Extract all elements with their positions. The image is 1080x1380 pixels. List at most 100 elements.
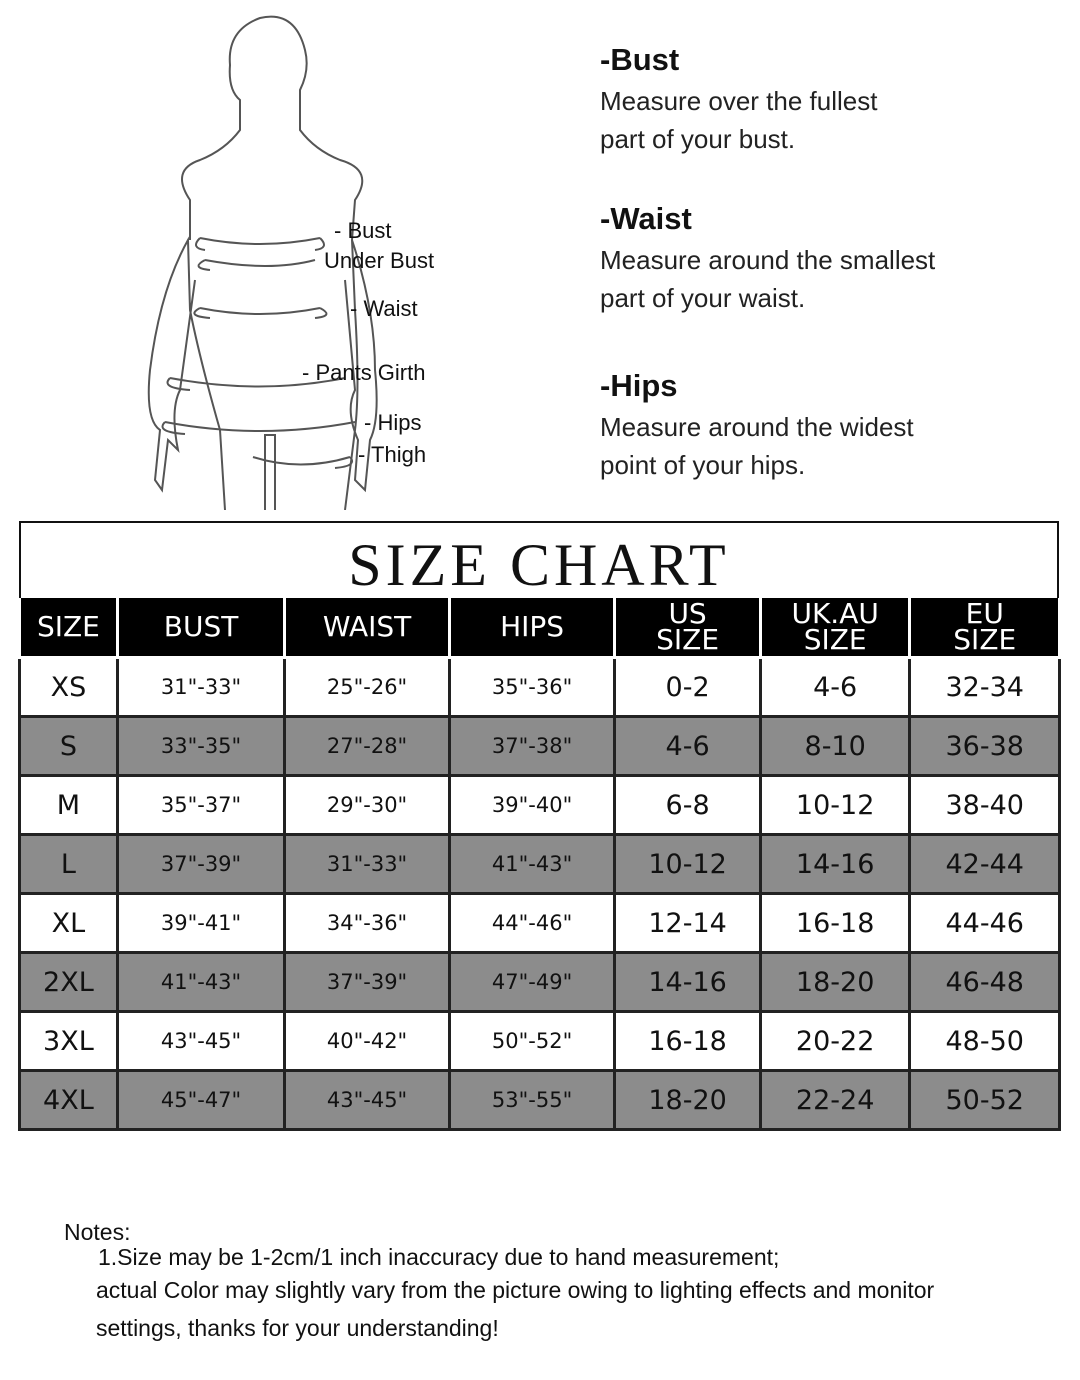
table-cell: 50"-52" xyxy=(447,1010,617,1072)
notes-heading: Notes: xyxy=(64,1219,131,1245)
table-cell: 32-34 xyxy=(908,656,1061,718)
table-row: 2XL 41"-43" 37"-39" 47"-49" 14-16 18-20 46-48 xyxy=(18,951,1061,1013)
table-cell: L xyxy=(18,833,119,895)
table-cell: 33"-35" xyxy=(115,715,287,777)
table-cell: 41"-43" xyxy=(115,951,287,1013)
column-header: US SIZE xyxy=(613,598,762,659)
table-cell: 31"-33" xyxy=(115,656,287,718)
table-cell: XS xyxy=(18,656,119,718)
table-cell: 43"-45" xyxy=(115,1010,287,1072)
table-cell: 43"-45" xyxy=(283,1069,451,1131)
table-cell: 37"-38" xyxy=(447,715,617,777)
figure-label-pants-girth: - Pants Girth xyxy=(302,360,426,385)
table-cell: 35"-36" xyxy=(447,656,617,718)
table-cell: 20-22 xyxy=(758,1010,912,1072)
waist-line-1: Measure around the smallest xyxy=(600,245,936,275)
hips-line-1: Measure around the widest xyxy=(600,412,914,442)
note-line-2: actual Color may slightly vary from the … xyxy=(96,1277,935,1303)
table-cell: 0-2 xyxy=(613,656,762,718)
table-cell: 16-18 xyxy=(758,892,912,954)
table-cell: 39"-40" xyxy=(447,774,617,836)
hips-line-2: point of your hips. xyxy=(600,450,806,480)
size-chart-title: SIZE CHART xyxy=(348,532,730,598)
bust-instructions: -Bust Measure over the fullest part of yo… xyxy=(600,42,877,158)
table-row: S 33"-35" 27"-28" 37"-38" 4-6 8-10 36-38 xyxy=(18,715,1061,777)
table-cell: 31"-33" xyxy=(283,833,451,895)
note-line-1: 1.Size may be 1-2cm/1 inch inaccuracy du… xyxy=(98,1244,780,1270)
bust-line-1: Measure over the fullest xyxy=(600,86,878,116)
table-cell: 22-24 xyxy=(758,1069,912,1131)
table-cell: 40"-42" xyxy=(283,1010,451,1072)
hips-instructions: -Hips Measure around the widest point of … xyxy=(600,368,914,484)
column-header: UK.AU SIZE xyxy=(758,598,912,659)
waist-heading: -Waist xyxy=(600,201,692,236)
table-cell: 29"-30" xyxy=(283,774,451,836)
bust-heading: -Bust xyxy=(600,42,680,77)
table-cell: 44"-46" xyxy=(447,892,617,954)
table-cell: 18-20 xyxy=(613,1069,762,1131)
waist-instructions: -Waist Measure around the smallest part o… xyxy=(600,201,935,317)
column-header: HIPS xyxy=(447,598,617,659)
table-cell: 10-12 xyxy=(613,833,762,895)
table-row: XS 31"-33" 25"-26" 35"-36" 0-2 4-6 32-34 xyxy=(18,656,1061,718)
waist-line-2: part of your waist. xyxy=(600,283,806,313)
table-cell: 36-38 xyxy=(908,715,1061,777)
table-cell: 35"-37" xyxy=(115,774,287,836)
table-cell: 6-8 xyxy=(613,774,762,836)
table-row: 4XL 45"-47" 43"-45" 53"-55" 18-20 22-24 50-52 xyxy=(18,1069,1061,1131)
table-cell: 10-12 xyxy=(758,774,912,836)
table-cell: 37"-39" xyxy=(283,951,451,1013)
table-cell: S xyxy=(18,715,119,777)
table-cell: 46-48 xyxy=(908,951,1061,1013)
table-row: L 37"-39" 31"-33" 41"-43" 10-12 14-16 42-44 xyxy=(18,833,1061,895)
column-header: SIZE xyxy=(18,598,119,659)
size-table: SIZE BUST WAIST HIPS US SIZE UK.AU SIZE EU SIZE X… xyxy=(18,598,1061,1131)
table-row: XL 39"-41" 34"-36" 44"-46" 12-14 16-18 44-46 xyxy=(18,892,1061,954)
table-cell: 39"-41" xyxy=(115,892,287,954)
table-cell: 8-10 xyxy=(758,715,912,777)
table-header-row: SIZE BUST WAIST HIPS US SIZE UK.AU SIZE EU SIZE xyxy=(18,598,1061,659)
notes: Notes: 1.Size may be 1-2cm/1 inch inaccu… xyxy=(64,1212,934,1348)
table-cell: 48-50 xyxy=(908,1010,1061,1072)
table-cell: 18-20 xyxy=(758,951,912,1013)
body-measurement-figure xyxy=(147,15,378,510)
column-header: EU SIZE xyxy=(908,598,1061,659)
figure-label-hips: - Hips xyxy=(364,410,422,435)
column-header: BUST xyxy=(115,598,287,659)
hips-heading: -Hips xyxy=(600,368,678,403)
table-row: 3XL 43"-45" 40"-42" 50"-52" 16-18 20-22 48-50 xyxy=(18,1010,1061,1072)
table-cell: 4XL xyxy=(18,1069,119,1131)
figure-label-waist: - Waist xyxy=(350,296,418,321)
table-cell: 16-18 xyxy=(613,1010,762,1072)
bust-line-2: part of your bust. xyxy=(600,124,796,154)
table-cell: 25"-26" xyxy=(283,656,451,718)
table-cell: 50-52 xyxy=(908,1069,1061,1131)
table-cell: 42-44 xyxy=(908,833,1061,895)
table-cell: 38-40 xyxy=(908,774,1061,836)
table-cell: 2XL xyxy=(18,951,119,1013)
table-cell: 45"-47" xyxy=(115,1069,287,1131)
table-row: M 35"-37" 29"-30" 39"-40" 6-8 10-12 38-40 xyxy=(18,774,1061,836)
table-cell: 44-46 xyxy=(908,892,1061,954)
table-cell: 53"-55" xyxy=(447,1069,617,1131)
table-cell: 37"-39" xyxy=(115,833,287,895)
table-cell: 27"-28" xyxy=(283,715,451,777)
size-chart-title-box: SIZE CHART xyxy=(19,521,1059,599)
table-cell: 4-6 xyxy=(613,715,762,777)
table-cell: 4-6 xyxy=(758,656,912,718)
figure-label-thigh: - Thigh xyxy=(358,442,427,467)
table-cell: 14-16 xyxy=(758,833,912,895)
table-cell: 34"-36" xyxy=(283,892,451,954)
note-line-3: settings, thanks for your understanding! xyxy=(96,1315,499,1341)
table-cell: 14-16 xyxy=(613,951,762,1013)
figure-label-bust: - Bust xyxy=(334,218,392,243)
figure-label-under-bust: Under Bust xyxy=(324,248,435,273)
table-cell: XL xyxy=(18,892,119,954)
table-cell: 47"-49" xyxy=(447,951,617,1013)
column-header: WAIST xyxy=(283,598,451,659)
table-cell: 41"-43" xyxy=(447,833,617,895)
table-cell: 12-14 xyxy=(613,892,762,954)
table-cell: M xyxy=(18,774,119,836)
table-cell: 3XL xyxy=(18,1010,119,1072)
